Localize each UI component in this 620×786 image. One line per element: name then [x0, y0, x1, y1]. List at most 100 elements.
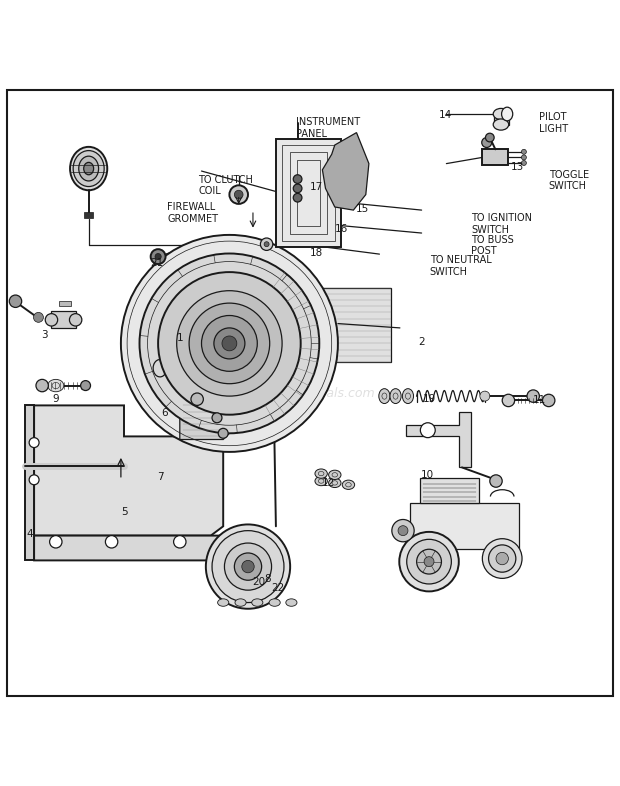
Bar — [290, 152, 327, 233]
Text: 13: 13 — [511, 162, 525, 171]
Circle shape — [480, 391, 490, 401]
Circle shape — [542, 395, 555, 406]
Text: 3: 3 — [42, 329, 48, 340]
Circle shape — [158, 272, 301, 415]
Circle shape — [482, 138, 492, 148]
Circle shape — [140, 254, 319, 433]
Circle shape — [521, 160, 526, 166]
Circle shape — [485, 133, 494, 142]
Circle shape — [234, 190, 243, 199]
Ellipse shape — [84, 163, 94, 174]
Ellipse shape — [502, 107, 513, 121]
Circle shape — [189, 303, 270, 384]
Text: TO NEUTRAL
SWITCH: TO NEUTRAL SWITCH — [430, 255, 492, 277]
Circle shape — [417, 549, 441, 574]
Bar — [297, 160, 320, 226]
Polygon shape — [406, 412, 471, 468]
Ellipse shape — [379, 388, 390, 403]
Ellipse shape — [252, 599, 263, 606]
Bar — [51, 310, 76, 328]
Circle shape — [293, 174, 302, 183]
Ellipse shape — [69, 314, 82, 326]
Circle shape — [502, 395, 515, 406]
Circle shape — [399, 532, 459, 591]
Circle shape — [174, 535, 186, 548]
Ellipse shape — [286, 599, 297, 606]
Circle shape — [81, 380, 91, 391]
Circle shape — [398, 526, 408, 535]
Text: 12: 12 — [322, 478, 335, 488]
Text: 17: 17 — [309, 182, 323, 192]
Circle shape — [407, 539, 451, 584]
Circle shape — [490, 475, 502, 487]
Bar — [282, 145, 335, 241]
Circle shape — [424, 556, 434, 567]
Circle shape — [264, 242, 269, 247]
Ellipse shape — [494, 108, 508, 119]
Circle shape — [212, 413, 222, 423]
Ellipse shape — [329, 470, 341, 479]
Circle shape — [33, 312, 43, 322]
Ellipse shape — [342, 480, 355, 490]
Ellipse shape — [390, 388, 401, 403]
Circle shape — [234, 553, 262, 580]
Circle shape — [293, 193, 302, 202]
Circle shape — [260, 238, 273, 251]
Circle shape — [206, 524, 290, 609]
Ellipse shape — [402, 388, 414, 403]
Circle shape — [177, 291, 282, 396]
Circle shape — [151, 249, 166, 264]
Circle shape — [202, 315, 257, 371]
Text: INSTRUMENT
PANEL: INSTRUMENT PANEL — [296, 117, 360, 138]
Text: 7: 7 — [157, 472, 163, 482]
Bar — [420, 478, 479, 503]
Ellipse shape — [329, 478, 341, 487]
Bar — [59, 301, 71, 307]
Circle shape — [29, 438, 39, 447]
Text: TOGGLE
SWITCH: TOGGLE SWITCH — [549, 170, 589, 192]
Polygon shape — [25, 406, 34, 560]
Circle shape — [218, 428, 228, 439]
Ellipse shape — [48, 380, 64, 391]
Circle shape — [521, 155, 526, 160]
Ellipse shape — [70, 147, 107, 190]
Circle shape — [214, 328, 245, 359]
Ellipse shape — [315, 476, 327, 486]
Text: 20: 20 — [252, 577, 265, 587]
Circle shape — [50, 535, 62, 548]
Text: 18: 18 — [309, 248, 323, 258]
Circle shape — [392, 520, 414, 542]
Text: 21: 21 — [150, 258, 164, 268]
Text: TO IGNITION
SWITCH: TO IGNITION SWITCH — [471, 213, 532, 235]
Ellipse shape — [269, 599, 280, 606]
Circle shape — [229, 185, 248, 204]
Polygon shape — [322, 133, 369, 210]
Circle shape — [527, 390, 539, 402]
Polygon shape — [183, 356, 223, 395]
Circle shape — [29, 475, 39, 485]
Circle shape — [224, 543, 272, 590]
Ellipse shape — [218, 599, 229, 606]
Circle shape — [420, 423, 435, 438]
Ellipse shape — [315, 469, 327, 478]
Text: 4: 4 — [27, 529, 33, 539]
Text: 22: 22 — [271, 583, 285, 593]
Text: 5: 5 — [121, 507, 127, 517]
Polygon shape — [34, 535, 236, 560]
Ellipse shape — [235, 599, 246, 606]
Ellipse shape — [494, 119, 508, 130]
Text: eRepairManuals.com: eRepairManuals.com — [245, 387, 375, 399]
Circle shape — [212, 531, 284, 603]
Circle shape — [482, 538, 522, 578]
Text: 11: 11 — [533, 395, 546, 406]
Ellipse shape — [73, 151, 104, 186]
Text: PILOT
LIGHT: PILOT LIGHT — [539, 112, 569, 134]
Circle shape — [293, 184, 302, 193]
Text: 9: 9 — [53, 395, 59, 404]
Circle shape — [155, 254, 161, 259]
Text: 2: 2 — [418, 336, 425, 347]
Circle shape — [222, 336, 237, 351]
Circle shape — [121, 235, 338, 452]
Text: FIREWALL
GROMMET: FIREWALL GROMMET — [167, 202, 218, 224]
Text: 14: 14 — [438, 110, 452, 120]
